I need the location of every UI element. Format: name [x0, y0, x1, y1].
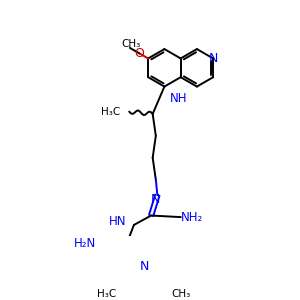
Text: N: N [208, 52, 218, 65]
Text: N: N [151, 194, 160, 206]
Text: HN: HN [109, 215, 126, 228]
Text: CH₃: CH₃ [171, 290, 191, 299]
Text: O: O [134, 47, 144, 60]
Text: H₃C: H₃C [100, 106, 120, 117]
Text: NH₂: NH₂ [181, 211, 203, 224]
Text: H₃C: H₃C [98, 290, 117, 299]
Text: CH₃: CH₃ [121, 39, 140, 49]
Text: N: N [140, 260, 149, 273]
Text: H₂N: H₂N [74, 237, 97, 250]
Text: NH: NH [170, 92, 188, 105]
